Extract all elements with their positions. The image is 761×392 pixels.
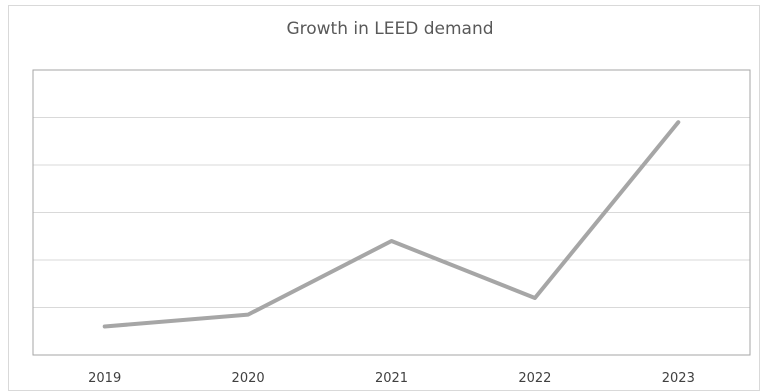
x-tick-label: 2019 bbox=[88, 371, 121, 386]
x-tick-label: 2022 bbox=[518, 371, 551, 386]
gridlines bbox=[33, 118, 750, 308]
x-tick-label: 2020 bbox=[232, 371, 265, 386]
x-tick-label: 2021 bbox=[375, 371, 408, 386]
x-tick-label: 2023 bbox=[662, 371, 695, 386]
series-line bbox=[105, 122, 679, 326]
x-axis-tick-labels: 2019 2020 2021 2022 2023 bbox=[88, 371, 695, 386]
